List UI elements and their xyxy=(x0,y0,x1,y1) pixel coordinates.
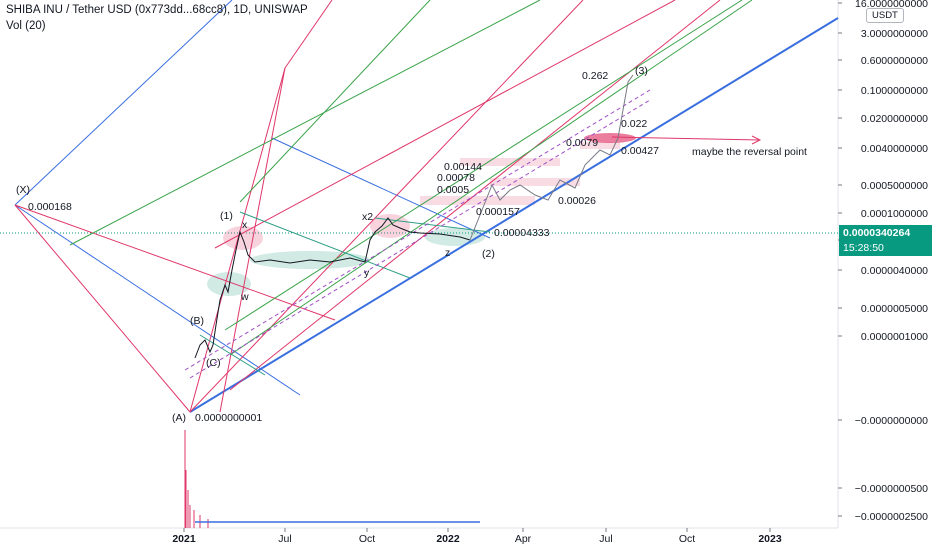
annotations-layer: (X) 0.000168 (A) 0.0000000001 (B) (C) (1) (2) 0.… xyxy=(16,65,807,424)
label-a-value: 0.0000000001 xyxy=(195,412,262,424)
blue-channel-lower xyxy=(14,204,301,396)
projection-level-label: 0.000157 xyxy=(476,206,520,218)
blue-channel-upper xyxy=(14,0,233,206)
label-x2: x2 xyxy=(362,211,373,223)
label-x-wave: x xyxy=(242,219,248,231)
x-tick-label: 2023 xyxy=(758,533,782,545)
x-tick-label: Oct xyxy=(359,533,375,545)
dashed-channel-lower xyxy=(189,99,651,379)
y-tick-label: −0.0000000500 xyxy=(855,483,928,495)
teal-segment-3 xyxy=(374,217,491,233)
zone-0.0079 xyxy=(580,142,620,149)
green-fork-4 xyxy=(239,0,431,203)
x-tick-label: Jul xyxy=(278,533,291,545)
price-layer xyxy=(194,74,762,359)
currency-badge[interactable]: USDT xyxy=(866,8,904,23)
projection-level-label: 0.00078 xyxy=(437,172,475,184)
y-tick-label: 16.0000000000 xyxy=(855,0,928,10)
zone-wave-x2 xyxy=(370,214,410,238)
pink-fork-1 xyxy=(189,0,584,413)
y-tick-label: 0.0000001000 xyxy=(861,331,928,343)
reversal-note: maybe the reversal point xyxy=(692,146,807,158)
label-x-value: 0.000168 xyxy=(28,201,72,213)
symbol-title[interactable]: SHIBA INU / Tether USD (0x773dd...68cc8)… xyxy=(6,4,308,16)
pink-x-ray-1 xyxy=(14,204,336,321)
teal-segment-1 xyxy=(199,334,266,376)
zone-0.0005 xyxy=(420,196,535,205)
label-3: (3) xyxy=(635,65,648,77)
x-tick-label: 2021 xyxy=(172,533,196,545)
y-tick-label: 0.1000000000 xyxy=(861,85,928,97)
green-fork-1 xyxy=(69,0,541,246)
last-price-tag: 0.0000340264 xyxy=(839,225,932,241)
price-series xyxy=(194,217,471,359)
y-tick-label: 0.0005000000 xyxy=(861,180,928,192)
zone-wave-1 xyxy=(223,226,263,250)
zone-reversal xyxy=(584,133,636,143)
green-fork-2 xyxy=(224,0,743,331)
y-tick-label: 0.0000005000 xyxy=(861,303,928,315)
y-tick-label: −0.0000000000 xyxy=(855,415,928,427)
label-a: (A) xyxy=(172,412,186,424)
label-3-value: 0.262 xyxy=(582,70,608,82)
blue-diagonal xyxy=(271,137,491,239)
label-w: w xyxy=(240,291,249,303)
pink-a-ray-1 xyxy=(189,67,286,413)
label-2-value: 0.00004333 xyxy=(494,227,550,239)
y-tick-label: 0.0200000000 xyxy=(861,113,928,125)
wave-projection xyxy=(469,74,634,241)
x-tick-label: 2022 xyxy=(436,533,460,545)
y-tick-label: 0.0001000000 xyxy=(861,208,928,220)
pink-fork-2 xyxy=(214,0,676,249)
x-tick-label: Jul xyxy=(599,533,612,545)
volume-indicator-label[interactable]: Vol (20) xyxy=(6,20,46,32)
label-2: (2) xyxy=(482,248,495,260)
y-tick-label: 0.0000040000 xyxy=(861,265,928,277)
y-tick-label: 0.0040000000 xyxy=(861,143,928,155)
pink-x-ray-2 xyxy=(14,204,191,413)
drawing-lines-layer xyxy=(14,0,839,413)
teal-segment-2 xyxy=(239,211,411,279)
zone-0.00144 xyxy=(460,158,560,166)
zone-0.00078 xyxy=(490,178,580,186)
y-tick-label: −0.0000002500 xyxy=(855,511,928,523)
label-1: (1) xyxy=(220,210,233,222)
x-tick-label: Apr xyxy=(515,533,532,545)
label-y: y xyxy=(364,267,370,279)
green-fork-3 xyxy=(229,0,753,356)
main-trendline xyxy=(189,17,839,413)
projection-level-label: 0.0079 xyxy=(566,137,598,149)
x-tick-label: Oct xyxy=(679,533,695,545)
projection-level-label: 0.00427 xyxy=(621,145,659,157)
reversal-arrow-line xyxy=(611,136,761,141)
projection-level-label: 0.00144 xyxy=(444,161,482,173)
reversal-arrow-head xyxy=(751,135,762,145)
volume-layer xyxy=(184,430,480,528)
countdown-tag: 15:28:50 xyxy=(839,240,932,256)
pink-a-ray-3 xyxy=(284,0,333,69)
label-z: z xyxy=(445,247,450,259)
label-x: (X) xyxy=(16,184,30,196)
projection-level-label: 0.0005 xyxy=(437,184,469,196)
projection-level-label: 0.00026 xyxy=(558,195,596,207)
label-b: (B) xyxy=(190,315,204,327)
y-tick-label: 0.6000000000 xyxy=(861,55,928,67)
y-tick-label: 3.0000000000 xyxy=(861,28,928,40)
label-c: (C) xyxy=(206,357,221,369)
projection-level-label: 0.022 xyxy=(621,118,647,130)
